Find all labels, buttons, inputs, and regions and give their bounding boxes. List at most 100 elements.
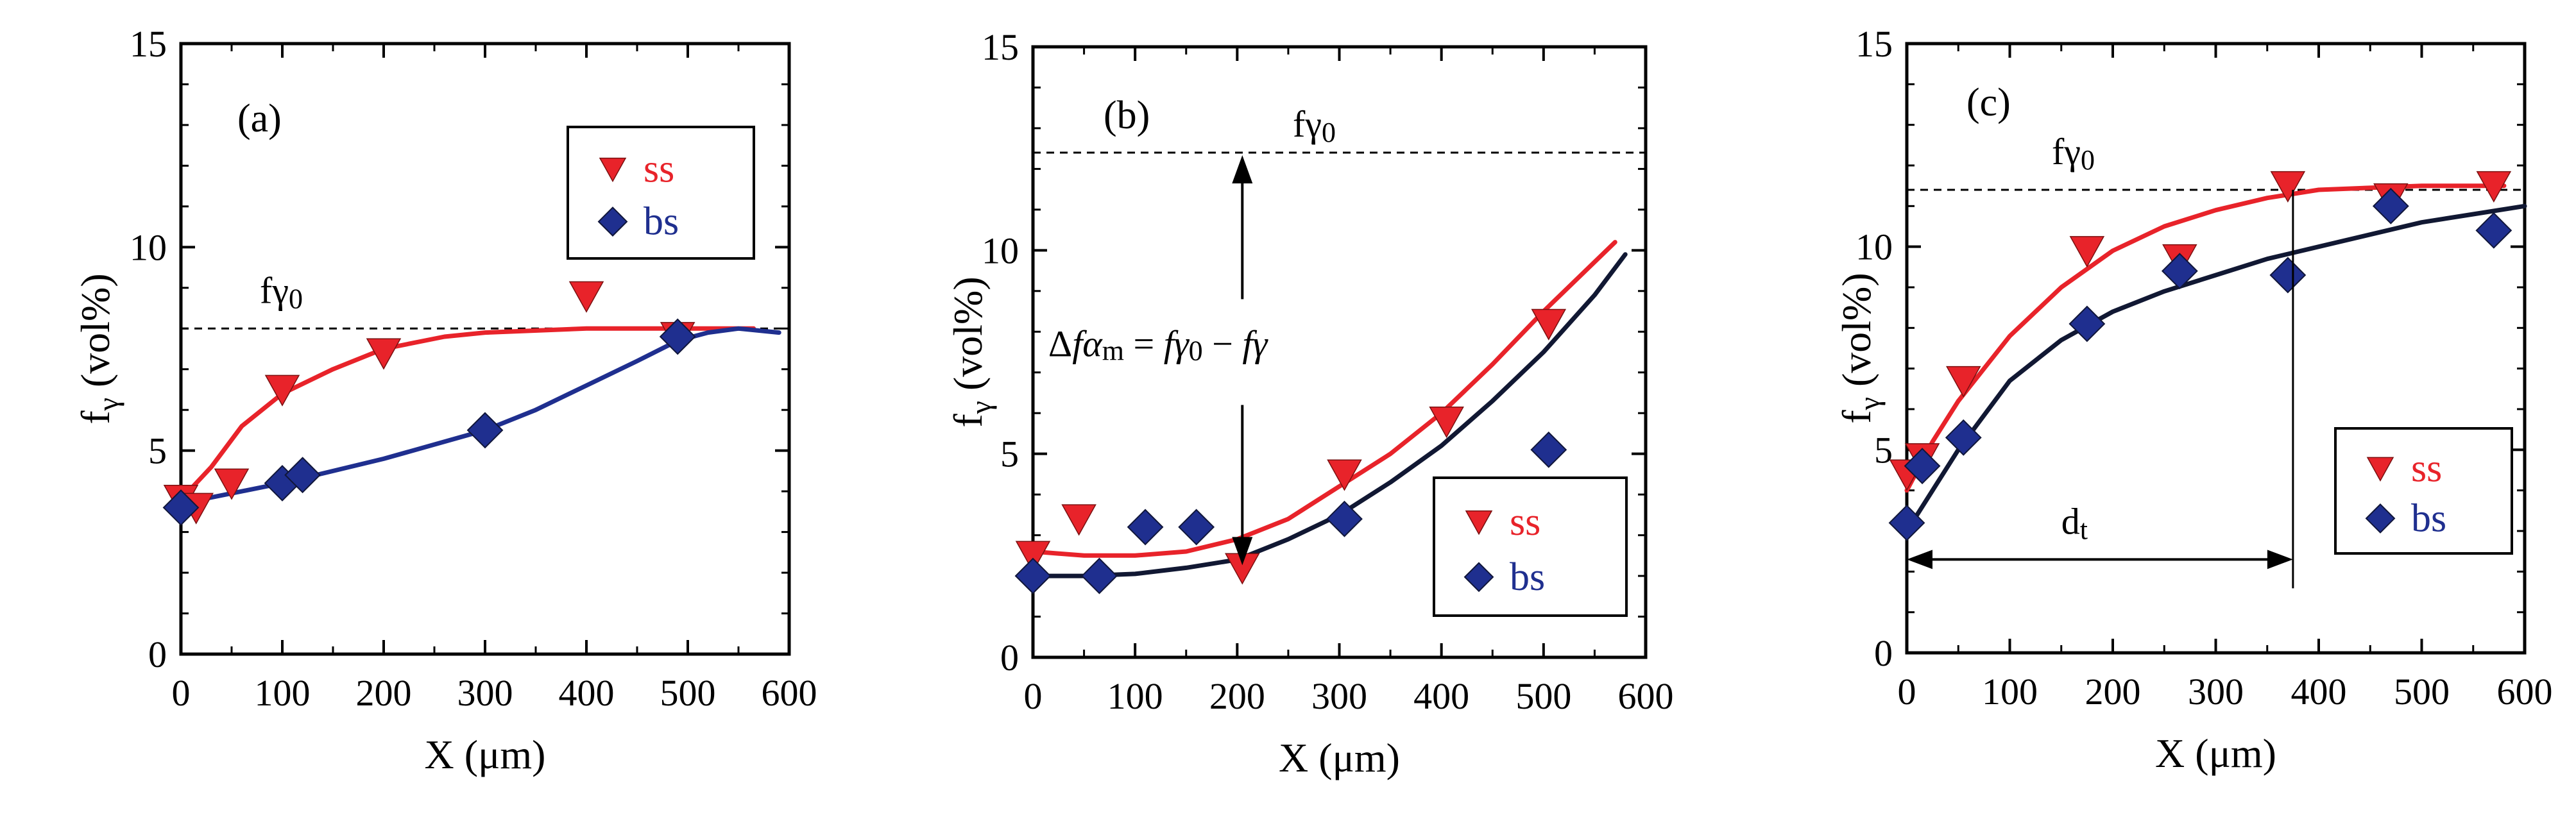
data-point-ss [1061,504,1096,536]
x-tick-label: 200 [356,672,412,714]
delta-equals: = [1124,323,1164,364]
y-axis-title-unit: (vol%) [73,273,118,398]
y-axis-title-sub: γ [92,398,124,411]
data-point-bs [1081,557,1118,594]
legend-label-ss: ss [2411,446,2442,490]
legend-label-bs: bs [2411,496,2446,540]
delta-arrow-head-up [1232,155,1253,184]
data-point-ss [1531,308,1567,341]
data-point-ss [2476,171,2512,203]
legend: ss bs [2334,427,2513,555]
data-point-bs [1326,500,1363,537]
fit-curve-ss [1904,183,2507,493]
legend-marker-bs [597,206,628,237]
y-tick-label: 5 [1000,434,1019,475]
y-tick-label: 10 [130,226,167,268]
reference-label-main: fγ [260,269,289,311]
x-tick-label: 300 [2188,671,2244,712]
data-point-bs [2161,253,2198,290]
panel-label: (c) [1966,81,2011,124]
chart-panel-c: 0 100 200 300 400 500 600 0 5 10 15 X (μm) fγ (vol%)… [1834,23,2553,776]
y-axis-title-main: f [73,410,118,425]
chart-panel-b: 0 100 200 300 400 500 600 0 5 10 15 X (μm) fγ (vol%)… [945,26,1674,780]
x-axis-title-text: X (μm) [1279,735,1400,780]
reference-label-main: fγ [2052,131,2081,173]
x-tick-label: 0 [1024,675,1043,717]
dt-label: dt [2061,500,2088,545]
y-axis-title-unit: (vol%) [1834,273,1879,397]
x-tick-label: 100 [255,672,311,714]
y-tick-label: 0 [1000,637,1019,678]
legend-box [1433,476,1628,617]
delta-equation: Δfαm = fγ0 − fγ [1048,323,1269,366]
x-tick-label: 600 [762,672,817,714]
x-axis-title-text: X (μm) [2155,730,2276,776]
data-point-bs [2269,257,2307,294]
dt-arrow-head-right [2267,550,2293,569]
x-tick-label: 300 [1311,675,1367,717]
data-point-bs [1178,509,1215,546]
reference-label-sub: 0 [289,283,303,314]
legend: ss bs [567,126,755,260]
reference-label: fγ0 [1293,103,1336,148]
reference-label: fγ0 [2052,131,2095,176]
data-point-bs [284,457,321,494]
panel-label: (b) [1104,94,1150,137]
data-point-bs [1127,509,1164,546]
dt-label-sub: t [2080,514,2088,545]
x-tick-label: 500 [660,672,716,714]
reference-label: fγ0 [260,269,303,314]
panel-label: (a) [237,97,282,140]
legend-label-bs: bs [1510,555,1545,599]
data-point-bs [659,318,696,355]
x-tick-label: 200 [1209,675,1265,717]
reference-label-sub: 0 [2081,144,2095,176]
delta-arrow-head-down [1232,537,1253,566]
y-axis-title: fγ (vol%) [945,276,997,427]
delta-symbol: Δ [1048,323,1072,364]
y-tick-label: 5 [148,430,167,472]
y-tick-label: 15 [1855,23,1893,65]
x-tick-label: 0 [172,672,191,714]
legend-label-ss: ss [644,147,674,191]
x-tick-label: 400 [1413,675,1469,717]
legend-marker-ss [2366,457,2394,482]
x-tick-label: 100 [1107,675,1163,717]
delta-minus: − [1203,323,1243,364]
legend-marker-ss [1465,510,1493,535]
data-point-ss [214,468,250,500]
x-tick-label: 400 [2291,671,2347,712]
fit-curve-ss [1030,240,1617,558]
x-tick-label: 300 [457,672,513,714]
y-axis-title-main: f [945,414,991,428]
data-point-ss [2069,236,2105,268]
legend-marker-ss [599,157,627,183]
data-point-ss [1429,407,1464,439]
reference-label-main: fγ [1293,103,1322,145]
legend-box [2334,427,2513,555]
x-tick-label: 200 [2085,671,2141,712]
delta-f-gamma-2: fγ [1242,323,1268,364]
x-tick-label: 600 [1618,675,1674,717]
x-tick-label: 0 [1898,671,1916,712]
x-axis-title-text: X (μm) [425,732,546,777]
legend-label-ss: ss [1510,500,1540,544]
data-point-ss [1945,366,1981,398]
x-tick-label: 500 [2394,671,2450,712]
x-tick-label: 400 [559,672,615,714]
x-axis-title: X (μm) [425,732,546,777]
data-point-ss [264,375,300,407]
data-point-bs [162,489,200,526]
y-tick-label: 5 [1874,429,1893,471]
legend-label-bs: bs [644,200,679,244]
x-axis-title: X (μm) [1279,735,1400,780]
legend-marker-bs [1463,562,1494,593]
reference-label-sub: 0 [1322,117,1336,148]
fit-curve-bs [178,326,781,506]
delta-f-alpha: fα [1072,323,1103,364]
y-axis-title-main: f [1834,410,1879,424]
data-point-bs [2372,187,2409,224]
y-axis-title: fγ (vol%) [73,273,124,424]
y-axis-title-unit: (vol%) [945,276,991,401]
